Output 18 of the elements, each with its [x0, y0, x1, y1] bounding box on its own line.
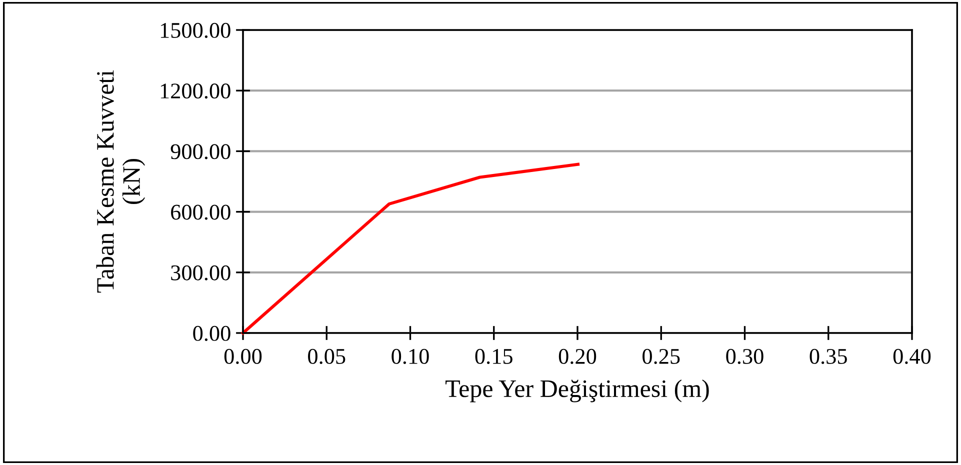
x-tick-label: 0.20 — [558, 348, 596, 364]
x-tick-label: 0.15 — [475, 348, 512, 364]
x-tick-label: 0.00 — [224, 348, 262, 364]
y-tick-label: 600.00 — [171, 204, 230, 220]
y-tick-label: 0.00 — [193, 326, 230, 342]
x-tick-label: 0.10 — [392, 348, 429, 364]
y-tick-label: 900.00 — [170, 144, 230, 160]
y-tick-label: 300.00 — [171, 265, 230, 280]
x-axis-title: Tepe Yer Değiştirmesi (m) — [446, 380, 709, 402]
line-series — [241, 162, 580, 335]
y-tick-label: 1500.00 — [160, 22, 230, 38]
x-tick-label: 0.25 — [642, 348, 680, 364]
x-tick-label: 0.40 — [893, 348, 931, 364]
x-tick-label: 0.35 — [810, 348, 847, 364]
x-tick-label: 0.30 — [726, 348, 764, 364]
y-axis-title: Taban Kesme Kuvveti (kN) — [96, 70, 146, 293]
x-tick-label: 0.05 — [308, 348, 346, 364]
y-tick-label: 1200.00 — [160, 84, 230, 99]
